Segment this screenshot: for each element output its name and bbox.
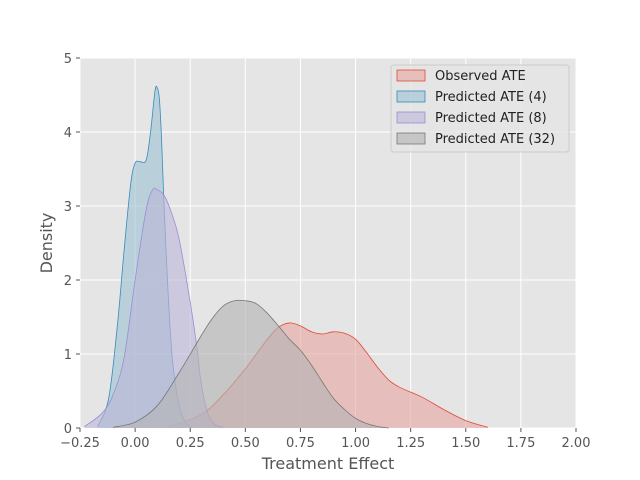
legend-swatch-2 <box>396 111 426 124</box>
legend-box <box>390 64 570 153</box>
y-tick-label-0: 0 <box>64 422 72 437</box>
density-area-3 <box>113 300 389 428</box>
legend: Observed ATE Predicted ATE (4) Predicted A… <box>390 64 570 153</box>
x-axis-ticks: −0.25 0.00 0.25 0.50 0.75 1.00 1.25 1.50 1.75 2.0… <box>60 428 590 451</box>
x-tick-label-2: 0.25 <box>176 436 205 451</box>
x-tick-label-3: 0.50 <box>231 436 260 451</box>
x-tick-label-7: 1.50 <box>451 436 480 451</box>
legend-swatch-0 <box>396 69 426 82</box>
y-axis-ticks: 0 1 2 3 4 5 <box>64 52 80 437</box>
legend-label-1: Predicted ATE (4) <box>435 90 547 105</box>
y-tick-label-3: 3 <box>64 200 72 215</box>
legend-label-0: Observed ATE <box>435 69 526 84</box>
x-axis-label: Treatment Effect <box>261 454 395 473</box>
x-tick-label-4: 0.75 <box>286 436 315 451</box>
legend-label-3: Predicted ATE (32) <box>435 132 555 147</box>
density-line-3 <box>112 299 389 429</box>
x-tick-label-9: 2.00 <box>562 436 591 451</box>
density-areas <box>84 85 488 429</box>
x-tick-label-8: 1.75 <box>506 436 535 451</box>
legend-swatch-3 <box>396 132 426 145</box>
y-tick-label-2: 2 <box>64 274 72 289</box>
legend-swatch-1 <box>396 90 426 103</box>
x-tick-label-0: −0.25 <box>60 436 100 451</box>
x-tick-label-5: 1.00 <box>341 436 370 451</box>
y-tick-label-4: 4 <box>64 126 72 141</box>
legend-label-2: Predicted ATE (8) <box>435 111 547 126</box>
y-axis-label: Density <box>37 213 56 274</box>
x-tick-label-1: 0.00 <box>121 436 150 451</box>
x-tick-label-6: 1.25 <box>396 436 425 451</box>
y-tick-label-1: 1 <box>64 348 72 363</box>
y-tick-label-5: 5 <box>64 52 72 67</box>
